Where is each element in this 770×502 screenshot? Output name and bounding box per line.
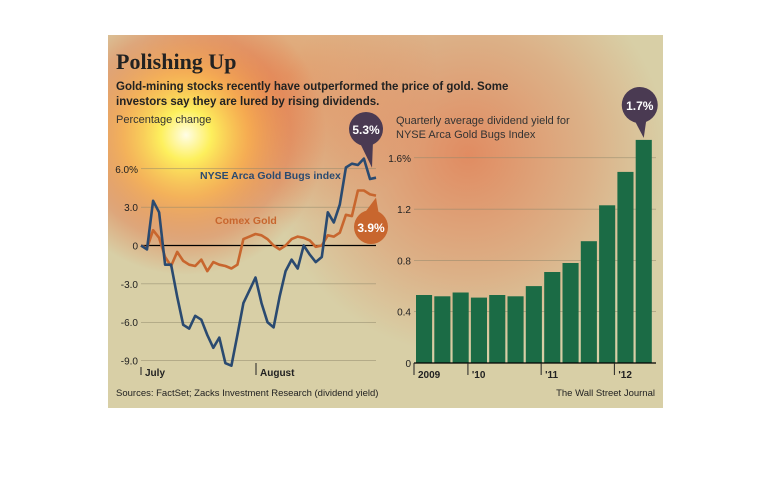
x-tick-label: 2009 [418,370,441,381]
credit-line: The Wall Street Journal [556,388,655,399]
series-label: Comex Gold [215,215,277,227]
x-tick-label: '10 [472,370,486,381]
y-tick-label: 1.2 [397,205,411,216]
bar [452,292,469,363]
bar-chart-title: Quarterly average dividend yield for [396,115,570,127]
chart-title: Polishing Up [116,49,237,74]
bar [416,295,433,363]
bar [470,297,487,363]
y-tick-label: 6.0% [115,165,138,176]
x-tick-label: July [145,368,165,379]
series-label: NYSE Arca Gold Bugs index [200,170,341,182]
y-tick-label: 1.6% [388,154,411,165]
bar [525,286,542,363]
y-tick-label: 0.4 [397,308,411,319]
callout-bubble [354,210,388,244]
series-line [140,189,377,273]
series-line [140,157,377,368]
bar [562,263,579,363]
y-tick-label: 0.8 [397,256,411,267]
x-tick-label: '12 [618,370,632,381]
callout-label: 1.7% [626,99,654,113]
y-tick-label: 3.0 [124,203,138,214]
chart-subtitle: Gold-mining stocks recently have outperf… [116,81,509,108]
y-tick-label: -3.0 [121,280,139,291]
bar [580,241,597,363]
line-chart: Percentage change 6.0% 3.0 0 -3.0 -6.0 -9.0 Jul… [115,112,388,379]
callout-label: 5.3% [352,123,380,137]
callout-bubble [349,112,383,146]
y-tick-label: -9.0 [121,357,139,368]
y-tick-label: -6.0 [121,318,139,329]
bar [635,139,652,363]
bar-chart-title: NYSE Arca Gold Bugs Index [396,129,536,141]
callout-label: 3.9% [357,221,385,235]
sources-note: Sources: FactSet; Zacks Investment Resea… [116,388,379,399]
bar [507,296,524,363]
bar [544,272,561,363]
x-tick-label: '11 [545,370,558,381]
x-tick-label: August [260,368,295,379]
y-tick-label: 0 [132,242,138,253]
callout-bubble [621,87,658,123]
graphic-panel: Polishing Up Gold-mining stocks recently… [108,35,663,408]
bar [489,295,506,363]
y-tick-label: 0 [405,359,411,370]
bar-chart: Quarterly average dividend yield for NYSE… [388,87,658,381]
callout-pointer [359,141,373,168]
bar [434,296,451,363]
y-axis-label: Percentage change [116,114,211,126]
bar [617,171,634,363]
bar [599,205,616,363]
